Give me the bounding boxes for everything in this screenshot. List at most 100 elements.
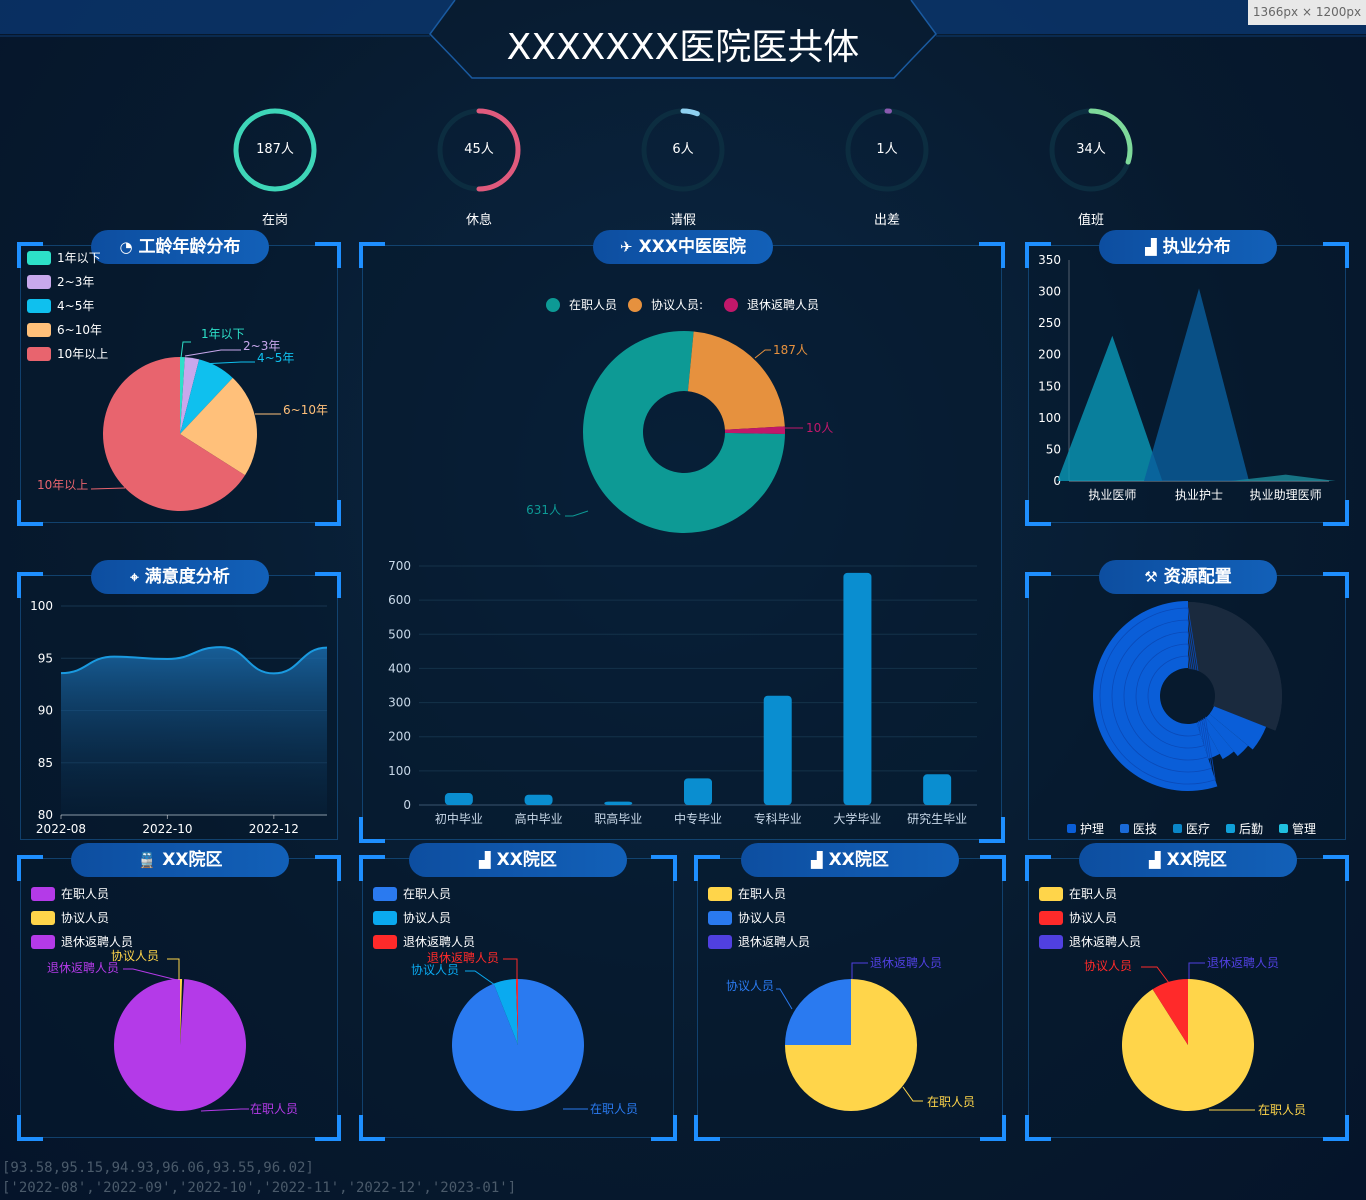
- bar: [843, 572, 872, 805]
- legend-marker: [1173, 824, 1182, 833]
- stat-rest: 45人 休息: [434, 105, 524, 228]
- stat-value: 187人: [256, 142, 294, 157]
- pie-label: 2~3年: [243, 339, 280, 353]
- chart-icon: ▟: [479, 851, 491, 869]
- area-peak: [1144, 288, 1249, 481]
- x-tick-label: 2022-10: [142, 822, 192, 836]
- donut-leader-line: [565, 510, 589, 517]
- stat-ring: [1049, 108, 1133, 192]
- pie-label: 在职人员: [927, 1095, 975, 1109]
- x-tick-label: 大学毕业: [833, 811, 881, 826]
- rose-slice: [1093, 601, 1218, 791]
- stat-leave: 6人 请假: [638, 105, 728, 228]
- legend-item[interactable]: 10年以上: [27, 342, 108, 366]
- legend-item[interactable]: 2~3年: [27, 270, 108, 294]
- pie-leader-line: [1188, 962, 1205, 979]
- ring-progress: [233, 108, 317, 192]
- panel-campus-1: 🚆 XX院区 在职人员 协议人员 退休返聘人员 在职人员 协议人员 退休返聘人员: [17, 843, 341, 1141]
- panel-title: 🚆 XX院区: [71, 843, 289, 877]
- y-tick-label: 700: [388, 559, 411, 573]
- area-peak: [1230, 474, 1336, 481]
- pie-leader-line: [200, 1108, 249, 1112]
- legend-marker: [31, 935, 55, 949]
- panel-title: ⚒ 资源配置: [1099, 560, 1277, 594]
- legend-marker: [628, 298, 642, 312]
- panel-campus-2: ▟ XX院区 在职人员 协议人员 退休返聘人员 在职人员 协议人员 退休返聘人员: [359, 843, 677, 1141]
- chart-icon: ▟: [1149, 851, 1161, 869]
- legend-label: 在职人员: [1069, 887, 1117, 901]
- legend-marker: [1039, 887, 1063, 901]
- legend-label: 后勤: [1239, 822, 1263, 836]
- rose-background: [1188, 602, 1282, 731]
- legend-marker: [373, 911, 397, 925]
- legend-item[interactable]: 4~5年: [27, 294, 108, 318]
- x-tick-label: 执业助理医师: [1250, 488, 1322, 502]
- pie-leader-line: [123, 968, 178, 981]
- pie-leader-line: [90, 487, 126, 490]
- stat-ring: [641, 108, 725, 192]
- y-tick-label: 50: [1046, 442, 1061, 456]
- legend-label: 协议人员:: [651, 297, 703, 312]
- panel-resources: ⚒ 资源配置 护理 医技 医疗 后勤 管理: [1025, 560, 1349, 840]
- legend-item[interactable]: 6~10年: [27, 318, 108, 342]
- panel-title: ▟ XX院区: [1079, 843, 1297, 877]
- legend-label: 协议人员: [1069, 910, 1117, 925]
- pie-label: 退休返聘人员: [427, 951, 499, 965]
- panel-campus-3: ▟ XX院区 在职人员 协议人员 退休返聘人员 在职人员 协议人员 退休返聘人员: [694, 843, 1006, 1141]
- pie-label: 在职人员: [1258, 1103, 1306, 1117]
- bar: [524, 794, 553, 805]
- legend-marker: [1279, 824, 1288, 833]
- y-tick-label: 95: [38, 651, 53, 665]
- x-tick-label: 初中毕业: [435, 811, 483, 826]
- panel-title: ▟ 执业分布: [1099, 230, 1277, 264]
- debug-dates: ['2022-08','2022-09','2022-10','2022-11'…: [2, 1180, 517, 1196]
- x-tick-label: 高中毕业: [515, 811, 563, 826]
- pie-leader-line: [503, 958, 518, 979]
- pie-label: 退休返聘人员: [47, 961, 119, 975]
- legend-marker: [708, 935, 732, 949]
- rose-hole: [1161, 669, 1215, 723]
- x-tick-label: 专科毕业: [754, 811, 802, 826]
- rose-ring: [1135, 643, 1205, 749]
- pie-slice: [180, 979, 183, 1045]
- map-icon: ✈: [620, 238, 633, 256]
- legend-marker: [1067, 824, 1076, 833]
- pie-label: 在职人员: [590, 1102, 638, 1116]
- rose-slice: [1209, 706, 1267, 750]
- stat-label: 出差: [873, 213, 900, 228]
- pie-slice: [493, 979, 518, 1045]
- pie-slice: [102, 357, 246, 512]
- pie-chart-icon: ◔: [119, 238, 133, 256]
- bar-chart-icon: ▟: [1145, 238, 1157, 256]
- panel-campus-4: ▟ XX院区 在职人员 协议人员 退休返聘人员 在职人员 协议人员 退休返聘人员: [1025, 843, 1349, 1141]
- satisfaction-line-chart: 80 85 90 95 100 2022-08 2022-10 2022-12: [30, 599, 328, 836]
- x-tick-label: 2022-08: [36, 822, 86, 836]
- panel-title: ◔ 工龄年龄分布: [91, 230, 269, 264]
- pie-slice: [180, 359, 233, 434]
- donut-slice: [724, 426, 785, 435]
- pie-label: 协议人员: [411, 962, 459, 977]
- legend-marker: [31, 887, 55, 901]
- pie-leader-line: [184, 349, 241, 357]
- y-tick-label: 350: [1038, 253, 1061, 267]
- bar: [684, 778, 712, 805]
- x-tick-label: 中专毕业: [674, 811, 722, 826]
- stat-label: 休息: [465, 213, 492, 228]
- legend-label: 在职人员: [403, 887, 451, 901]
- pie-slice: [515, 979, 518, 1045]
- legend-label: 退休返聘人员: [403, 935, 475, 949]
- y-tick-label: 0: [1053, 474, 1061, 488]
- rose-ring: [1099, 607, 1216, 785]
- legend-label: 协议人员: [61, 910, 109, 925]
- legend-label: 在职人员: [569, 298, 617, 312]
- stat-on-duty: 187人 在岗: [230, 105, 320, 228]
- resources-rose-chart: 护理 医技 医疗 后勤 管理: [1067, 601, 1316, 836]
- stat-business-trip: 1人 出差: [842, 105, 932, 228]
- legend-label: 退休返聘人员: [747, 298, 819, 312]
- tools-icon: ⚒: [1144, 568, 1158, 586]
- panel-title: ✈ XXX中医医院: [593, 230, 773, 264]
- legend-item[interactable]: 1年以下: [27, 246, 108, 270]
- legend-marker: [373, 887, 397, 901]
